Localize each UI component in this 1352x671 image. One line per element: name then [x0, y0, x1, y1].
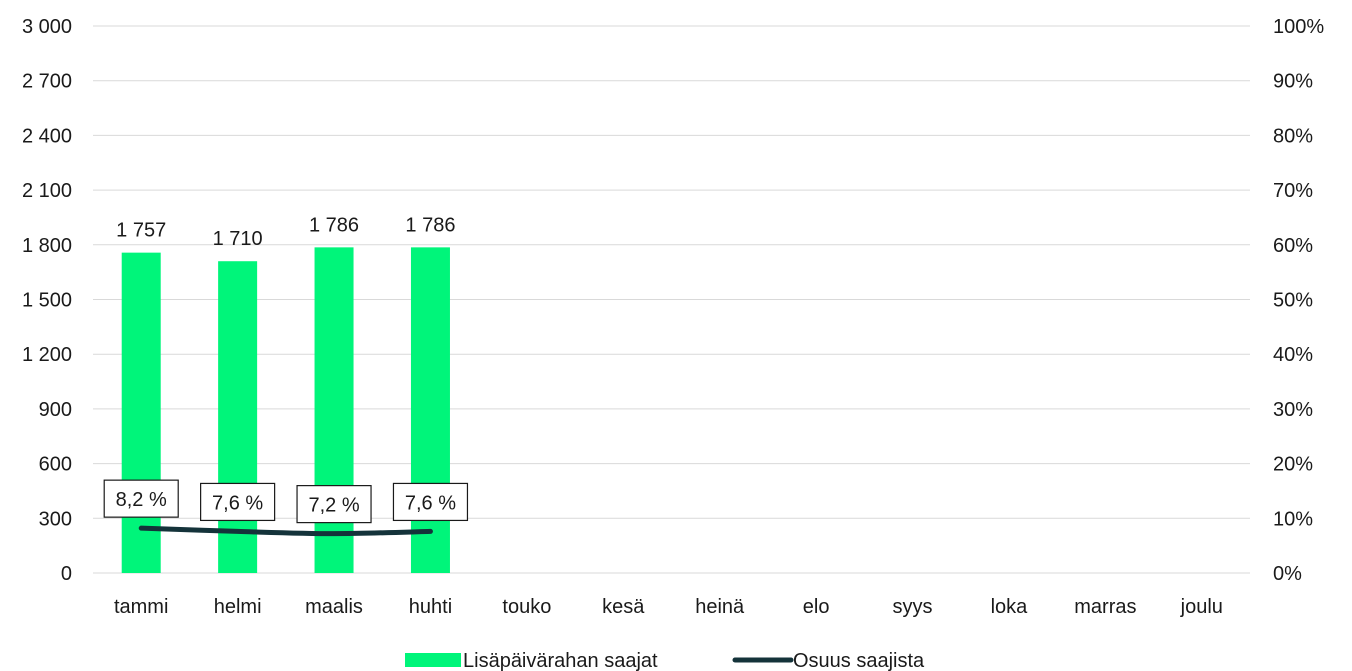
line-data-label: 7,2 %	[308, 495, 359, 517]
right-tick-label: 80%	[1273, 125, 1313, 147]
x-tick-label: syys	[893, 596, 933, 618]
right-tick-label: 90%	[1273, 71, 1313, 93]
bar	[121, 252, 161, 574]
line-data-label-box	[103, 479, 179, 518]
legend-line-label: Osuus saajista	[793, 650, 925, 671]
x-tick-label: joulu	[1180, 596, 1223, 618]
bar-data-label: 1 786	[405, 214, 455, 236]
right-tick-label: 100%	[1273, 16, 1324, 38]
x-tick-label: touko	[502, 596, 551, 618]
right-tick-label: 20%	[1273, 454, 1313, 476]
bar-data-label: 1 757	[116, 220, 166, 242]
right-tick-label: 0%	[1273, 563, 1302, 585]
x-tick-label: tammi	[114, 596, 168, 618]
x-tick-label: huhti	[409, 596, 452, 618]
right-tick-label: 40%	[1273, 344, 1313, 366]
legend-bar-swatch	[405, 653, 461, 667]
legend-bar-label: Lisäpäivärahan saajat	[463, 650, 658, 671]
gridlines	[93, 25, 1250, 574]
x-tick-label: kesä	[602, 596, 645, 618]
right-tick-label: 30%	[1273, 399, 1313, 421]
left-tick-label: 300	[39, 508, 72, 530]
line-data-label-box	[392, 482, 469, 522]
bar-series	[121, 247, 450, 574]
data-labels: 1 757 1 710 1 786 1 786 8,2 % 7,6 % 7,2 % 7,6 %	[103, 214, 469, 524]
line-data-label-box	[296, 485, 372, 524]
x-tick-label: helmi	[214, 596, 262, 618]
bar	[314, 247, 354, 573]
left-tick-label: 900	[39, 399, 72, 421]
line-data-label: 7,6 %	[212, 492, 263, 514]
right-tick-label: 60%	[1273, 235, 1313, 257]
bar	[218, 261, 258, 573]
left-tick-label: 600	[39, 454, 72, 476]
category-axis-labels: tammi helmi maalis huhti touko kesä heinä elo sy…	[114, 596, 1223, 618]
line-series	[138, 525, 433, 537]
left-tick-label: 1 800	[22, 235, 72, 257]
x-tick-label: maalis	[305, 596, 363, 618]
x-tick-label: loka	[991, 596, 1029, 618]
right-tick-label: 70%	[1273, 180, 1313, 202]
line-path	[138, 525, 433, 537]
left-tick-label: 0	[61, 563, 72, 585]
line-data-label-box	[200, 482, 276, 522]
bar-data-label: 1 786	[309, 214, 359, 236]
left-tick-label: 2 400	[22, 125, 72, 147]
left-tick-label: 2 100	[22, 180, 72, 202]
bar-data-label: 1 710	[213, 228, 263, 250]
x-tick-label: heinä	[695, 596, 745, 618]
right-tick-label: 50%	[1273, 290, 1313, 312]
line-data-label: 8,2 %	[116, 489, 167, 511]
left-tick-label: 3 000	[22, 16, 72, 38]
x-tick-label: marras	[1074, 596, 1136, 618]
right-axis-ticks: 0% 10% 20% 30% 40% 50% 60% 70% 80% 90% 100%	[1273, 16, 1324, 585]
left-tick-label: 1 200	[22, 344, 72, 366]
x-tick-label: elo	[803, 596, 830, 618]
left-axis-ticks: 0 300 600 900 1 200 1 500 1 800 2 100 2 400 2 700…	[22, 16, 72, 585]
legend: Lisäpäivärahan saajat Osuus saajista	[405, 650, 925, 671]
right-tick-label: 10%	[1273, 508, 1313, 530]
left-tick-label: 2 700	[22, 71, 72, 93]
bar	[410, 247, 450, 573]
left-tick-label: 1 500	[22, 290, 72, 312]
line-data-label: 7,6 %	[405, 492, 456, 514]
